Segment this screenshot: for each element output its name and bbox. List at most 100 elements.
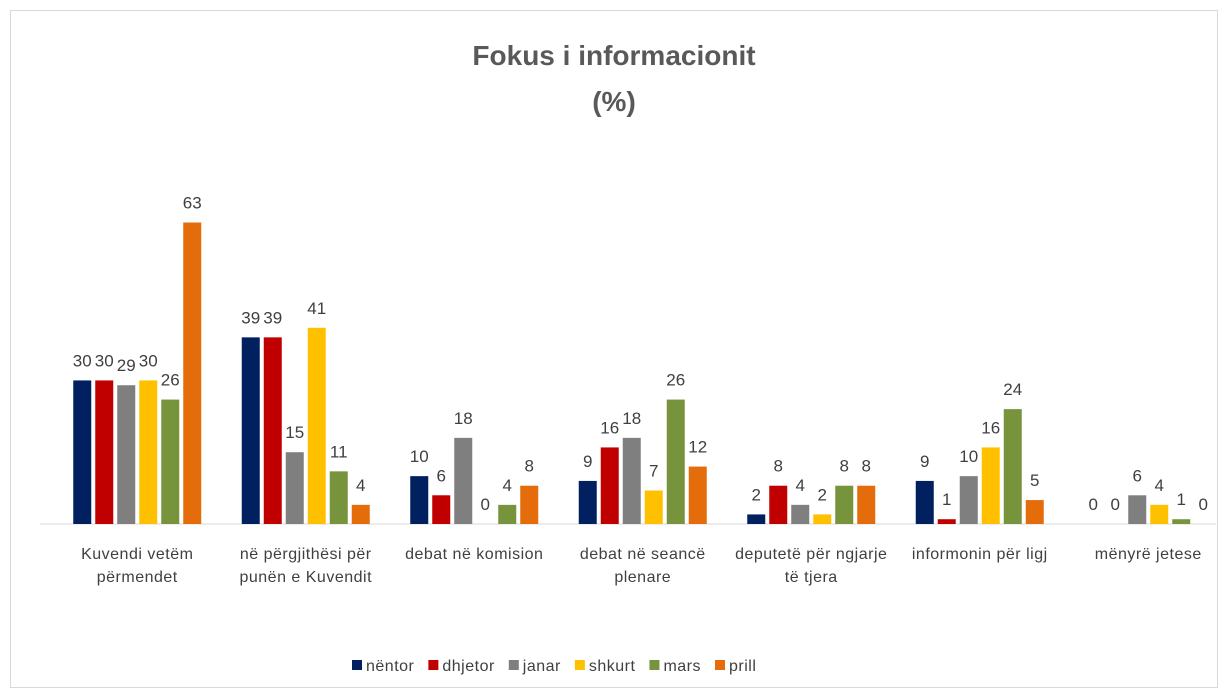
data-label: 26 <box>666 371 685 390</box>
bar <box>578 480 597 524</box>
data-label: 4 <box>503 476 512 495</box>
data-label: 0 <box>1199 495 1208 514</box>
data-label: 15 <box>285 423 304 442</box>
data-label: 16 <box>981 418 1000 437</box>
data-label: 4 <box>796 476 805 495</box>
x-tick-label: në përgjithësi për punën e Kuvendit <box>239 546 373 586</box>
data-label: 7 <box>649 462 658 481</box>
bar <box>520 485 539 524</box>
data-label: 6 <box>437 466 446 485</box>
bar <box>622 437 641 524</box>
data-label: 18 <box>622 409 641 428</box>
data-label: 26 <box>161 371 180 390</box>
bar <box>454 437 473 524</box>
bar <box>835 485 854 524</box>
chart-subtitle: (%) <box>592 86 636 117</box>
bar <box>915 480 934 524</box>
data-label: 9 <box>583 452 592 471</box>
bar <box>644 490 663 524</box>
bar <box>241 337 260 524</box>
bar <box>747 514 766 524</box>
data-label: 39 <box>241 308 260 327</box>
data-label: 24 <box>1003 380 1022 399</box>
data-label: 29 <box>117 356 136 375</box>
bar <box>117 385 136 524</box>
bar <box>285 452 304 524</box>
bar <box>351 504 370 524</box>
data-label: 0 <box>1089 495 1098 514</box>
bar <box>329 471 348 524</box>
bar <box>981 447 1000 524</box>
bar <box>307 327 326 524</box>
bar <box>263 337 282 524</box>
legend-label: nëntor <box>366 658 415 675</box>
data-label: 12 <box>688 438 707 457</box>
bar <box>95 380 114 524</box>
legend-label: mars <box>663 658 701 675</box>
bar <box>937 519 956 524</box>
data-label: 2 <box>752 485 761 504</box>
bar <box>183 222 202 524</box>
x-tick-label: informonin për ligj <box>911 546 1048 563</box>
bar <box>600 447 619 524</box>
bar <box>666 399 685 524</box>
bar <box>769 485 788 524</box>
data-label: 30 <box>95 351 114 370</box>
x-tick-label: debat në seancë plenare <box>579 546 706 586</box>
bar <box>498 504 517 524</box>
data-label: 18 <box>454 409 473 428</box>
legend-swatch <box>508 660 519 670</box>
data-label: 30 <box>139 351 158 370</box>
data-label: 41 <box>307 299 326 318</box>
legend-swatch <box>715 660 726 670</box>
legend-label: dhjetor <box>442 658 495 675</box>
data-label: 39 <box>263 308 282 327</box>
bar <box>1128 495 1147 524</box>
data-label: 10 <box>959 447 978 466</box>
bar <box>432 495 451 524</box>
data-label: 10 <box>410 447 429 466</box>
x-tick-label: mënyrë jetese <box>1094 546 1202 563</box>
data-label: 30 <box>73 351 92 370</box>
data-label: 63 <box>183 194 202 213</box>
legend-label: shkurt <box>589 658 636 675</box>
data-label: 11 <box>330 442 348 461</box>
legend-swatch <box>428 660 439 670</box>
bar <box>73 380 92 524</box>
chart-border <box>10 10 1218 688</box>
bar <box>688 466 707 524</box>
data-label: 4 <box>1155 476 1164 495</box>
bar <box>959 476 978 524</box>
data-label: 4 <box>356 476 365 495</box>
legend-label: janar <box>522 658 561 675</box>
bar <box>1172 519 1191 524</box>
legend-swatch <box>352 660 362 670</box>
data-label: 1 <box>942 490 951 509</box>
bar <box>791 504 810 524</box>
legend-swatch <box>574 660 585 670</box>
bar <box>410 476 429 524</box>
data-label: 1 <box>1177 490 1186 509</box>
bar <box>1003 409 1022 524</box>
bar <box>1025 500 1044 524</box>
legend-swatch <box>649 660 660 670</box>
data-label: 8 <box>862 457 871 476</box>
data-label: 16 <box>600 418 619 437</box>
data-label: 8 <box>840 457 849 476</box>
bar <box>857 485 876 524</box>
bar <box>139 380 158 524</box>
x-tick-label: deputetë për ngjarje të tjera <box>735 546 888 586</box>
bar <box>813 514 832 524</box>
data-label: 5 <box>1030 471 1039 490</box>
data-label: 0 <box>481 495 490 514</box>
data-label: 6 <box>1133 466 1142 485</box>
data-label: 9 <box>920 452 929 471</box>
data-label: 2 <box>818 485 827 504</box>
data-label: 8 <box>525 457 534 476</box>
x-tick-label: Kuvendi vetëm përmendet <box>81 546 194 586</box>
data-label: 0 <box>1111 495 1120 514</box>
bar <box>1150 504 1169 524</box>
x-tick-label: debat në komision <box>405 546 544 563</box>
